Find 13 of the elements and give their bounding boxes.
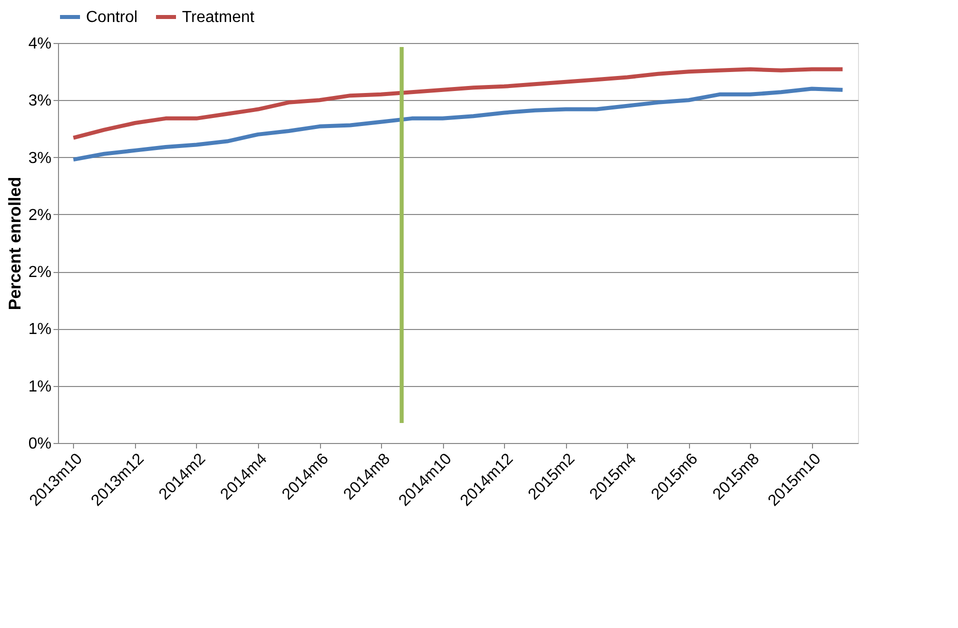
y-tick-label: 4% (28, 36, 52, 52)
y-tick-label: 2% (28, 264, 52, 282)
y-axis-title: Percent enrolled (5, 176, 24, 310)
y-tick-label: 1% (28, 321, 52, 338)
legend-label: Treatment (182, 9, 255, 26)
line-series (71, 86, 845, 162)
y-tick-label: 3% (28, 150, 52, 167)
y-tick-label: 0% (28, 436, 52, 452)
y-tick-label: 1% (28, 378, 52, 396)
legend-label: Control (86, 9, 138, 26)
y-tick-label: 3% (28, 92, 52, 110)
y-tick-label: 2% (28, 206, 52, 224)
line-series (71, 67, 845, 140)
